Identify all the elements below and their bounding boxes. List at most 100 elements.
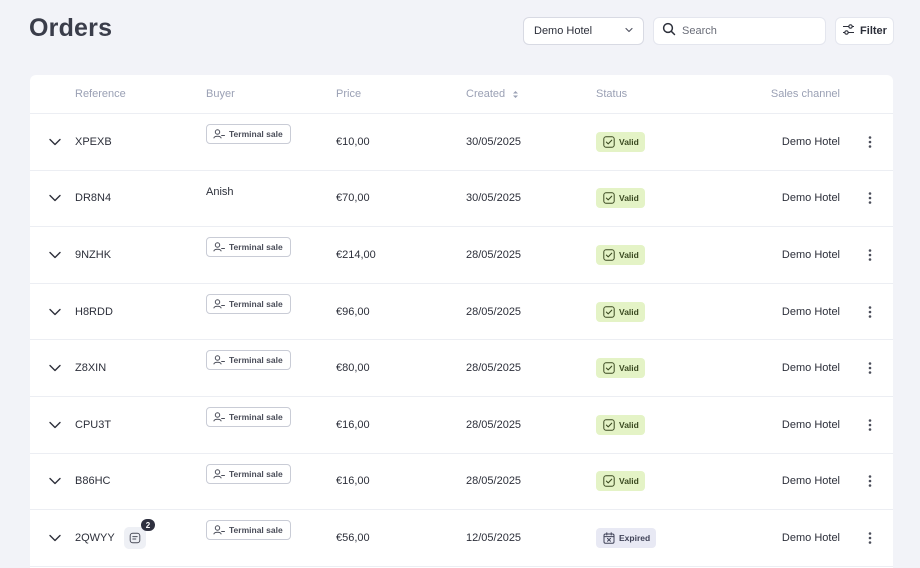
row-actions-button[interactable]	[864, 135, 876, 149]
order-price: €96,00	[336, 305, 370, 318]
notes-button[interactable]	[124, 527, 146, 550]
expand-row-button[interactable]	[48, 135, 62, 149]
hotel-select-value: Demo Hotel	[534, 25, 593, 37]
table-row[interactable]: DR8N4 Anish €70,00 30/05/2025 Valid Demo Hote…	[30, 171, 893, 228]
user-icon	[213, 242, 225, 252]
table-row[interactable]: B86HC Terminal sale €16,00 28/05/2025 Valid D…	[30, 454, 893, 511]
column-header-sales-channel: Sales channel	[770, 88, 840, 100]
chevron-down-icon	[48, 531, 62, 545]
user-icon	[213, 355, 225, 365]
user-icon	[213, 129, 225, 139]
buyer-chip: Terminal sale	[206, 406, 291, 427]
status-label: Valid	[619, 193, 639, 204]
user-icon	[213, 525, 225, 535]
user-icon	[213, 468, 225, 479]
buyer-chip: Terminal sale	[206, 520, 291, 541]
status-badge: Expired	[596, 527, 657, 548]
column-header-price: Price	[336, 88, 362, 100]
buyer-chip-label: Terminal sale	[229, 411, 283, 422]
filter-button[interactable]: Filter	[835, 17, 894, 45]
order-price: €16,00	[336, 475, 370, 488]
order-reference: H8RDD	[75, 305, 113, 318]
table-row[interactable]: 2QWYY 2 Terminal sale €56,00 12/05/2025 Expir…	[30, 510, 893, 567]
search-input[interactable]	[682, 25, 822, 37]
chevron-down-icon	[48, 305, 62, 319]
table-row[interactable]: H8RDD Terminal sale €96,00 28/05/2025 Valid D…	[30, 284, 893, 341]
expand-row-button[interactable]	[48, 305, 62, 319]
row-actions-button[interactable]	[864, 531, 876, 545]
order-price: €214,00	[336, 248, 376, 261]
order-created-date: 28/05/2025	[466, 475, 522, 488]
chevron-down-icon	[48, 248, 62, 262]
chevron-down-icon	[48, 418, 62, 432]
order-reference: Z8XIN	[75, 362, 107, 375]
check-square-icon	[603, 249, 615, 261]
status-label: Valid	[619, 249, 639, 260]
status-badge: Valid	[596, 414, 645, 435]
buyer-chip: Terminal sale	[206, 124, 291, 144]
sales-channel: Demo Hotel	[781, 418, 840, 431]
search-icon	[662, 22, 676, 41]
calendar-x-icon	[603, 532, 615, 544]
expand-row-button[interactable]	[48, 474, 62, 488]
more-vertical-icon	[864, 531, 876, 545]
page-title: Orders	[29, 14, 113, 42]
buyer-chip: Terminal sale	[206, 350, 291, 371]
row-actions-button[interactable]	[864, 248, 876, 262]
row-actions-button[interactable]	[864, 418, 876, 432]
sales-channel: Demo Hotel	[781, 135, 840, 148]
row-actions-button[interactable]	[864, 361, 876, 375]
chevron-down-icon	[48, 135, 62, 149]
order-created-date: 28/05/2025	[466, 305, 522, 318]
expand-row-button[interactable]	[48, 418, 62, 432]
note-icon	[129, 532, 141, 544]
order-created-date: 12/05/2025	[466, 531, 522, 544]
order-reference: 9NZHK	[75, 248, 112, 261]
sort-icon	[513, 90, 519, 98]
row-actions-button[interactable]	[864, 191, 876, 205]
filter-button-label: Filter	[860, 25, 887, 37]
order-reference: XPEXB	[75, 135, 112, 148]
status-badge: Valid	[596, 244, 645, 265]
more-vertical-icon	[864, 248, 876, 262]
buyer-chip-label: Terminal sale	[229, 242, 283, 253]
row-actions-button[interactable]	[864, 305, 876, 319]
sliders-icon	[842, 23, 855, 39]
search-box	[653, 17, 826, 45]
expand-row-button[interactable]	[48, 361, 62, 375]
buyer-chip-label: Terminal sale	[229, 298, 283, 309]
chevron-down-icon	[624, 25, 634, 38]
table-row[interactable]: CPU3T Terminal sale €16,00 28/05/2025 Valid D…	[30, 397, 893, 454]
order-price: €56,00	[336, 531, 370, 544]
order-reference: DR8N4	[75, 192, 112, 205]
buyer-chip-label: Terminal sale	[229, 468, 283, 479]
check-square-icon	[603, 305, 615, 318]
column-header-created[interactable]: Created	[466, 88, 519, 100]
order-reference: 2QWYY	[75, 531, 115, 544]
order-price: €16,00	[336, 418, 370, 431]
sales-channel: Demo Hotel	[781, 362, 840, 375]
row-actions-button[interactable]	[864, 474, 876, 488]
expand-row-button[interactable]	[48, 191, 62, 205]
expand-row-button[interactable]	[48, 248, 62, 262]
more-vertical-icon	[864, 418, 876, 432]
hotel-select[interactable]: Demo Hotel	[523, 17, 644, 45]
status-label: Valid	[619, 363, 639, 374]
order-created-date: 28/05/2025	[466, 248, 522, 261]
status-label: Valid	[619, 419, 639, 430]
status-badge: Valid	[596, 301, 645, 322]
status-label: Valid	[619, 476, 639, 487]
table-row[interactable]: XPEXB Terminal sale €10,00 30/05/2025 Valid D…	[30, 114, 893, 171]
status-badge: Valid	[596, 188, 645, 209]
table-row[interactable]: 9NZHK Terminal sale €214,00 28/05/2025 Valid…	[30, 227, 893, 284]
expand-row-button[interactable]	[48, 531, 62, 545]
status-badge: Valid	[596, 131, 645, 152]
check-square-icon	[603, 419, 615, 431]
table-row[interactable]: Z8XIN Terminal sale €80,00 28/05/2025 Valid D…	[30, 340, 893, 397]
sales-channel: Demo Hotel	[781, 192, 840, 205]
status-badge: Valid	[596, 471, 645, 492]
chevron-down-icon	[48, 474, 62, 488]
check-square-icon	[603, 192, 615, 205]
column-header-buyer: Buyer	[206, 88, 235, 100]
sales-channel: Demo Hotel	[781, 531, 840, 544]
